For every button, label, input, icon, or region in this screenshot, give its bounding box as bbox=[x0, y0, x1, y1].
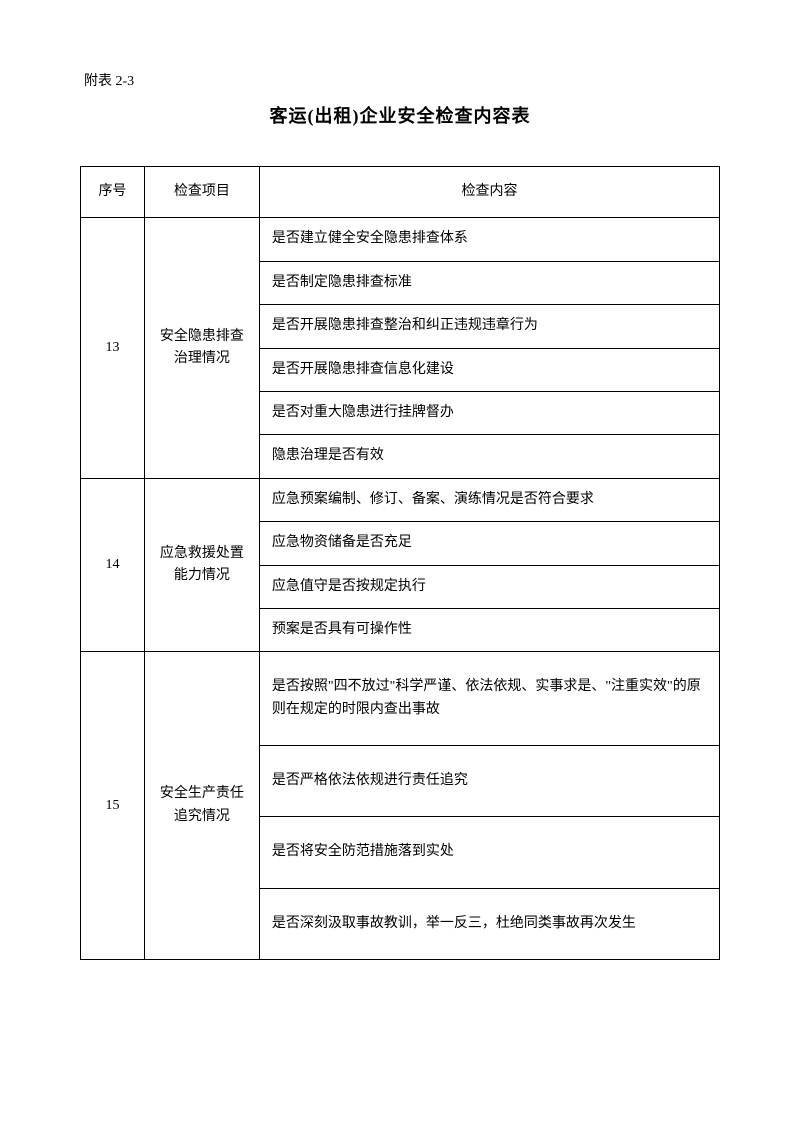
content-cell: 是否深刻汲取事故教训，举一反三，杜绝同类事故再次发生 bbox=[259, 888, 719, 959]
header-content: 检查内容 bbox=[259, 167, 719, 218]
content-cell: 是否严格依法依规进行责任追究 bbox=[259, 746, 719, 817]
header-seq: 序号 bbox=[81, 167, 145, 218]
content-cell: 是否制定隐患排查标准 bbox=[259, 261, 719, 304]
table-row: 15安全生产责任追究情况是否按照"四不放过"科学严谨、依法依规、实事求是、"注重… bbox=[81, 652, 720, 746]
seq-cell: 14 bbox=[81, 478, 145, 652]
content-cell: 隐患治理是否有效 bbox=[259, 435, 719, 478]
content-cell: 预案是否具有可操作性 bbox=[259, 608, 719, 651]
page-title: 客运(出租)企业安全检查内容表 bbox=[80, 102, 720, 128]
appendix-label: 附表 2-3 bbox=[84, 70, 720, 90]
content-cell: 是否将安全防范措施落到实处 bbox=[259, 817, 719, 888]
content-cell: 是否按照"四不放过"科学严谨、依法依规、实事求是、"注重实效"的原则在规定的时限… bbox=[259, 652, 719, 746]
item-cell: 安全隐患排查治理情况 bbox=[144, 218, 259, 478]
table-header-row: 序号 检查项目 检查内容 bbox=[81, 167, 720, 218]
content-cell: 是否建立健全安全隐患排查体系 bbox=[259, 218, 719, 261]
seq-cell: 13 bbox=[81, 218, 145, 478]
table-row: 14应急救援处置能力情况应急预案编制、修订、备案、演练情况是否符合要求 bbox=[81, 478, 720, 521]
content-cell: 应急预案编制、修订、备案、演练情况是否符合要求 bbox=[259, 478, 719, 521]
content-cell: 应急物资储备是否充足 bbox=[259, 522, 719, 565]
content-cell: 应急值守是否按规定执行 bbox=[259, 565, 719, 608]
content-cell: 是否开展隐患排查整治和纠正违规违章行为 bbox=[259, 305, 719, 348]
header-item: 检查项目 bbox=[144, 167, 259, 218]
seq-cell: 15 bbox=[81, 652, 145, 960]
item-cell: 安全生产责任追究情况 bbox=[144, 652, 259, 960]
content-cell: 是否对重大隐患进行挂牌督办 bbox=[259, 391, 719, 434]
content-cell: 是否开展隐患排查信息化建设 bbox=[259, 348, 719, 391]
item-cell: 应急救援处置能力情况 bbox=[144, 478, 259, 652]
inspection-table: 序号 检查项目 检查内容 13安全隐患排查治理情况是否建立健全安全隐患排查体系是… bbox=[80, 166, 720, 960]
table-row: 13安全隐患排查治理情况是否建立健全安全隐患排查体系 bbox=[81, 218, 720, 261]
